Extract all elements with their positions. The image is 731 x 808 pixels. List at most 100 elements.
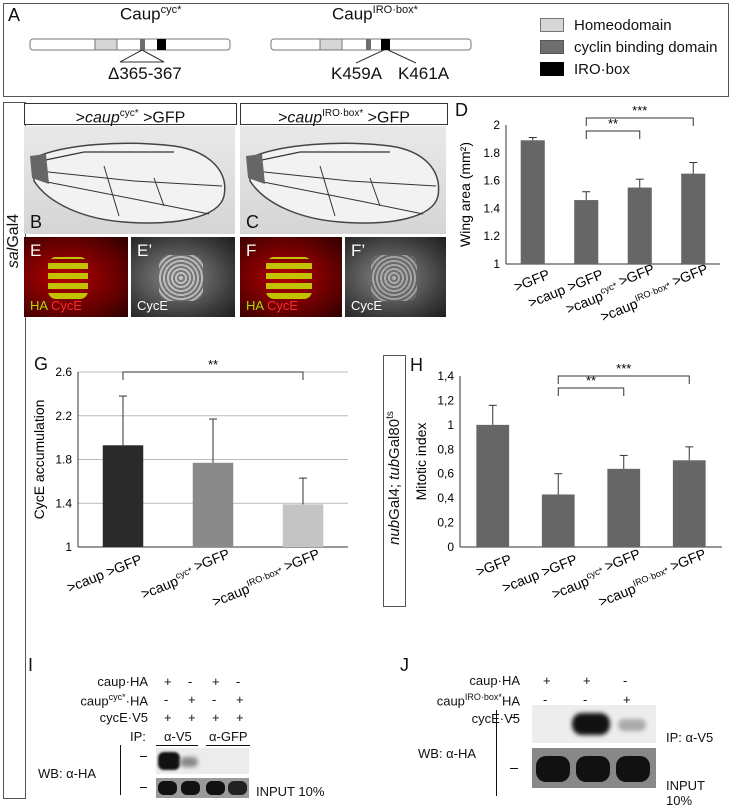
bar bbox=[574, 200, 599, 264]
chart-wing-area: Wing area (mm²)21.81.61.41.21>GFP>caup >… bbox=[457, 103, 720, 325]
panel-j-letter: J bbox=[400, 655, 409, 675]
bar bbox=[681, 173, 706, 264]
condition-mark: + bbox=[543, 673, 551, 688]
condition-mark: - bbox=[164, 692, 169, 707]
condition-mark: - bbox=[623, 673, 628, 688]
panel-i-letter: I bbox=[28, 655, 34, 675]
panel-i-ip-label: IP: bbox=[130, 729, 146, 744]
tick-label-y: 1 bbox=[447, 418, 454, 432]
bar bbox=[192, 462, 234, 547]
panel-g-letter: G bbox=[34, 354, 49, 374]
panel-b-letter: B bbox=[30, 212, 43, 232]
panel-j-input-label: INPUT 10% bbox=[666, 778, 705, 808]
panel-c-header: >caupIRO·box* >GFP bbox=[240, 103, 448, 126]
construct2-title: CaupIRO·box* bbox=[332, 4, 418, 24]
panel-j-wb-label: WB: α-HA bbox=[418, 746, 477, 761]
condition-label: cycE·V5 bbox=[471, 711, 520, 726]
bar bbox=[476, 424, 510, 547]
panel-f-prime-image: F’ CycE bbox=[345, 237, 446, 317]
condition-mark: + bbox=[623, 692, 631, 707]
ha-stain-pattern bbox=[48, 257, 88, 299]
panel-i-ip-gfp: α-GFP bbox=[209, 729, 248, 744]
panel-i-ip-v5: α-V5 bbox=[164, 729, 192, 744]
panel-e-channel-labels: HA CycE bbox=[30, 298, 83, 313]
condition-mark: - bbox=[543, 692, 548, 707]
condition-label: caupIRO·box*HA bbox=[436, 692, 520, 709]
significance-label: *** bbox=[632, 103, 647, 118]
panel-h-letter: H bbox=[410, 355, 423, 375]
significance-label: ** bbox=[208, 357, 218, 372]
significance-label: ** bbox=[586, 373, 596, 388]
bar bbox=[282, 504, 324, 547]
tick-label-y: 1,2 bbox=[437, 393, 454, 407]
panel-c-wing-image bbox=[240, 126, 446, 234]
panel-i-wb-label: WB: α-HA bbox=[38, 766, 97, 781]
construct2-mutation-1: K459A bbox=[331, 64, 383, 83]
tick-label-y: 1.6 bbox=[483, 174, 500, 188]
panel-i-input-label: INPUT 10% bbox=[256, 784, 325, 799]
tick-label-y: 1.8 bbox=[483, 146, 500, 160]
panel-i-blot-input bbox=[156, 778, 249, 798]
significance-bracket bbox=[122, 371, 304, 380]
condition-mark: - bbox=[583, 692, 588, 707]
construct1-homeodomain bbox=[94, 38, 118, 51]
bar bbox=[520, 140, 545, 264]
legend-swatch bbox=[540, 62, 564, 76]
tick-label-y: 2.2 bbox=[55, 409, 72, 423]
tick-label-y: 1.8 bbox=[55, 453, 72, 467]
panel-j-blot-input bbox=[532, 748, 656, 788]
panel-a-frame bbox=[3, 3, 729, 97]
panel-a-letter: A bbox=[8, 5, 21, 25]
panel-j-blot-top bbox=[532, 705, 656, 743]
condition-mark: + bbox=[212, 710, 220, 725]
significance-label: *** bbox=[616, 361, 631, 376]
bar bbox=[672, 460, 706, 547]
panel-e-image: E HA CycE bbox=[24, 237, 128, 317]
wing-drawing bbox=[30, 142, 226, 224]
legend-item-homeodomain: Homeodomain bbox=[540, 14, 717, 36]
panel-f-letter: F bbox=[246, 241, 257, 260]
panel-b-header: >caupcyc* >GFP bbox=[24, 103, 237, 126]
condition-mark: - bbox=[188, 674, 193, 689]
construct1-irobox bbox=[157, 39, 166, 50]
panel-c-letter: C bbox=[246, 212, 259, 232]
condition-mark: + bbox=[236, 692, 244, 707]
condition-label: caup·HA bbox=[469, 673, 520, 688]
tick-label-x: >GFP bbox=[474, 551, 514, 580]
condition-label: caupcyc*·HA bbox=[80, 692, 148, 709]
panel-j-divider bbox=[496, 710, 497, 796]
panel-i-ip-underline-2 bbox=[206, 745, 250, 746]
cyce-stain-pattern bbox=[159, 255, 203, 301]
panel-j-ip-label: IP: α-V5 bbox=[666, 730, 714, 745]
condition-mark: + bbox=[188, 710, 196, 725]
construct2-mutation-line-2 bbox=[387, 49, 417, 64]
panel-i-divider bbox=[120, 745, 121, 795]
tick-label-y: 1 bbox=[65, 540, 72, 554]
legend-swatch bbox=[540, 18, 564, 32]
construct2-homeodomain bbox=[319, 38, 343, 51]
construct1-cyclin-domain bbox=[140, 39, 145, 50]
condition-mark: - bbox=[236, 674, 241, 689]
tick-label-y: 0,4 bbox=[437, 491, 454, 505]
condition-mark: + bbox=[212, 674, 220, 689]
sal-gal4-frame bbox=[3, 102, 26, 799]
y-axis-label: Mitotic index bbox=[413, 423, 429, 501]
condition-mark: + bbox=[164, 710, 172, 725]
condition-mark: + bbox=[236, 710, 244, 725]
tick-label-y: 1.4 bbox=[55, 496, 72, 510]
panel-d-letter: D bbox=[455, 100, 468, 120]
construct2-irobox bbox=[381, 39, 390, 50]
construct1-bar bbox=[29, 38, 231, 51]
construct2-cyclin-domain bbox=[366, 39, 371, 50]
sal-gal4-label: salGal4 bbox=[5, 213, 22, 269]
panel-h-side-frame bbox=[383, 355, 406, 607]
construct1-mutation: Δ365-367 bbox=[108, 64, 182, 83]
panel-a-legend: Homeodomain cyclin binding domain IRO·bo… bbox=[540, 14, 717, 80]
bar bbox=[627, 187, 652, 264]
significance-bracket bbox=[557, 387, 625, 396]
construct2-mutation-2: K461A bbox=[398, 64, 450, 83]
significance-bracket bbox=[585, 130, 641, 139]
chart-cyce-accumulation: CycE accumulation 2.6 2.2 1.8 1.4 1>caup >GFP… bbox=[31, 357, 348, 607]
panel-f-prime-letter: F’ bbox=[351, 241, 366, 260]
panel-e-prime-letter: E’ bbox=[137, 241, 153, 260]
